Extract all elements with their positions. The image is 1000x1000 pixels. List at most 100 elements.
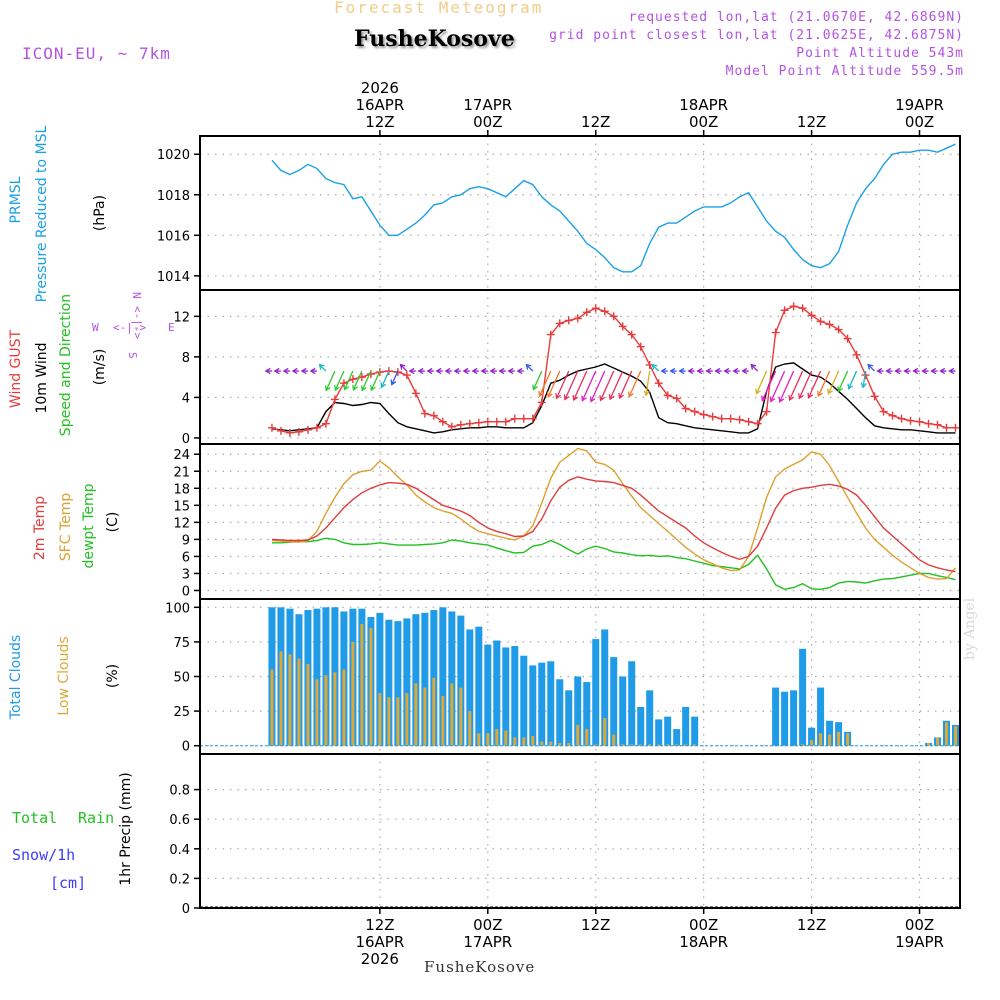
wind-direction-arrow [547,370,561,398]
model-name: ICON-EU, ~ 7km [22,44,171,63]
wind-direction-arrowhead [581,395,587,402]
label-layer: 1014101610181020048120369121518212402550… [8,79,944,968]
wind-direction-arrow [334,370,345,391]
wind-direction-arrow [817,370,831,397]
total-cloud-bar [619,676,627,746]
low-cloud-bar [540,741,544,746]
wind-gust-series-point [789,302,798,311]
total-cloud-bar [511,646,519,746]
wind-gust-series-point [429,411,438,420]
wind-gust-series-point [834,325,843,334]
wind-direction-arrowhead [343,384,350,391]
y-tick-label: 0.8 [169,784,190,799]
wind-direction-arrow [761,370,777,401]
total-cloud-bar [610,657,618,746]
wind-direction-arrowhead [471,367,478,375]
low-cloud-bar [513,737,517,746]
wind-gust-series [271,305,956,434]
total-cloud-bar [646,690,654,746]
wind-direction-arrow [564,370,579,400]
low-cloud-bar [306,664,310,746]
low-cloud-bar [945,722,949,746]
precip-unit: 1hr Precip (mm) [118,772,134,885]
wind-direction-arrowhead [516,367,523,375]
low-cloud-bar [846,733,850,746]
y-tick-label: 0 [182,902,190,917]
y-tick-label: 0.6 [169,813,190,828]
low-cloud-bar [630,744,634,746]
low-cloud-bar [369,628,373,746]
wind-direction-arrowhead [480,367,487,375]
wind-direction-arrowhead [885,367,892,375]
low-cloud-bar [387,697,391,746]
wind-direction-arrowhead [608,394,615,401]
time-label-bottom: 00Z [905,916,934,934]
low-cloud-bar [927,742,931,746]
wind-gust-series-point [717,414,726,423]
wind-direction-arrow [837,370,849,392]
total-cloud-bar [664,716,672,746]
y-tick-label: 1020 [157,148,190,163]
wind-direction-arrowhead [807,392,814,399]
low-cloud-bar [837,731,841,746]
y-tick-label: 1014 [157,270,190,285]
wind-direction-arrow [798,370,813,399]
panel-frame [199,135,961,291]
low-cloud-bar [459,687,463,746]
wind-gust-series-point [303,425,312,434]
wind-direction-arrowhead [507,367,514,375]
y-tick-label: 0.4 [169,843,190,858]
wind-direction-arrowhead [532,384,538,391]
total-cloud-bar [565,690,573,746]
total-cloud-bar [502,647,510,746]
temp-unit: (C) [105,512,121,533]
wind-direction-arrow [599,370,615,401]
wind-direction-arrowhead [921,367,928,375]
wind-direction-arrow [370,370,381,391]
low-cloud-bar [675,744,679,746]
y-tick-label: 18 [173,482,190,497]
wind-unit: (m/s) [92,349,108,386]
wind-direction-arrow [319,364,327,372]
wind-gust-series-point [483,417,492,426]
wind-direction-arrowhead [837,386,843,393]
wind-direction-arrowhead [912,367,919,375]
wind-direction-arrow [361,370,372,391]
wind-direction-arrowhead [462,367,469,375]
wind-direction-arrowhead [563,394,570,401]
wind-direction-arrow [352,370,363,391]
time-label-bottom: 12Z [581,916,610,934]
time-label-top: 19APR [895,96,944,114]
location-title: FusheKosove [354,26,515,52]
low-cloud-bar [567,742,571,746]
wind-direction-arrowhead [696,367,703,375]
wind-gust-series-point [600,307,609,316]
wind-gust-series-point [411,389,420,398]
wind-gust-series-point [663,391,672,400]
low-cloud-bar [819,733,823,746]
total-cloud-bar [817,687,825,746]
low-cloud-bar [279,651,283,746]
wind-direction-arrowhead [723,367,730,375]
low-cloud-bar [414,683,418,746]
wind-direction-arrowhead [651,363,658,370]
wind-direction-arrowhead [705,367,712,375]
wind-direction-arrow [827,370,840,394]
wind-direction-arrowhead [669,367,676,375]
wind-speed-series [271,362,956,434]
low-cloud-bar [522,737,526,746]
wind-gust-series-point [267,423,276,432]
total-cloud-bar [520,655,528,746]
wind-direction-arrowhead [334,385,340,392]
wind-direction-arrow [862,370,867,388]
requested-coordinates: requested lon,lat (21.0670E, 42.6869N) [628,10,964,25]
wind-direction-arrow [755,370,768,394]
dewpoint-series [272,537,956,591]
wind-gust-series-point [735,415,744,424]
total-cloud-bar [313,608,321,746]
sfc-temp-series [271,447,957,580]
y-tick-label: 12 [173,516,190,531]
wind-gust-series-point [447,422,456,431]
wind-direction-arrowhead [761,395,767,402]
time-label-top: 00Z [689,113,718,131]
